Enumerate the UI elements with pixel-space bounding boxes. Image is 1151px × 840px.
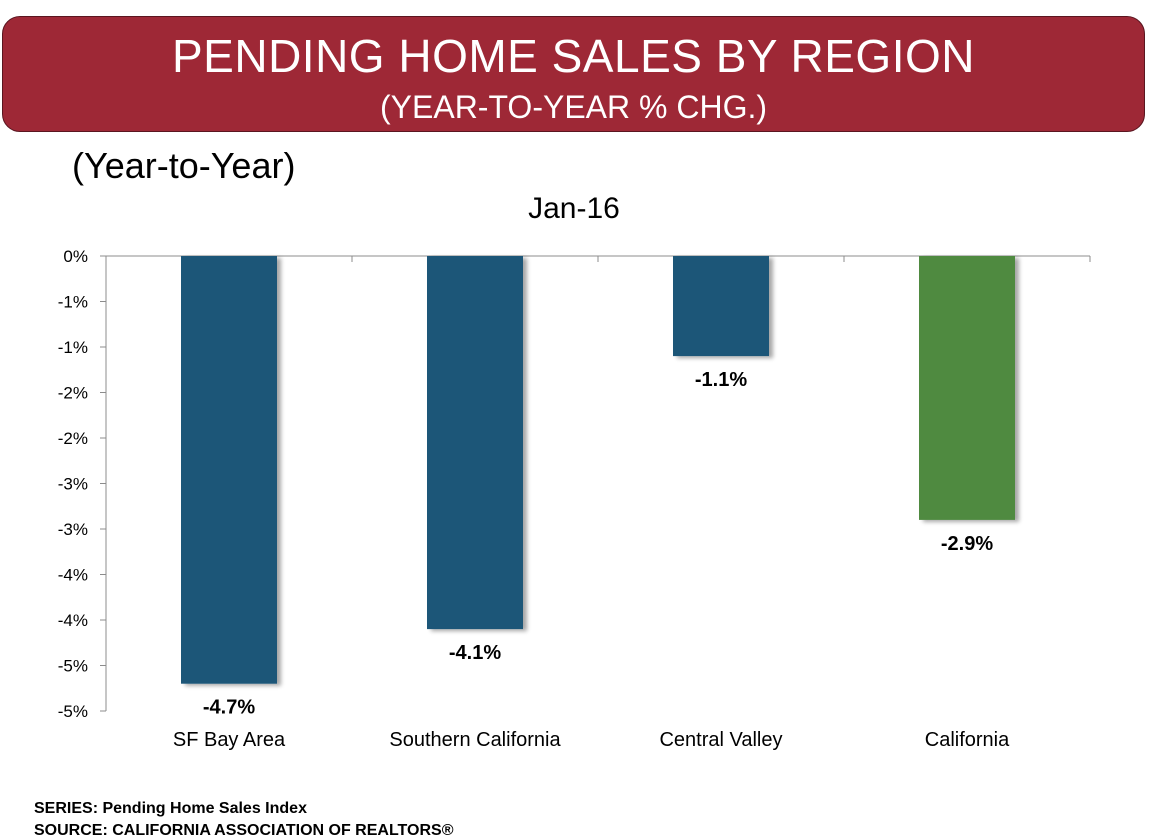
bar [919,256,1015,520]
x-tick-label: SF Bay Area [173,729,286,751]
y-tick-label: -3% [58,475,88,494]
y-tick-label: -4% [58,611,88,630]
bar [427,256,523,630]
data-label: -4.1% [449,642,501,664]
y-tick-label: -5% [58,657,88,676]
title-banner: PENDING HOME SALES BY REGION (YEAR-TO-YE… [2,16,1145,132]
x-tick-label: Southern California [389,729,561,751]
y-tick-label: -1% [58,293,88,312]
y-tick-label: -4% [58,566,88,585]
y-tick-label: 0% [63,247,88,266]
page-subtitle: (YEAR-TO-YEAR % CHG.) [380,89,767,125]
bar [673,256,769,357]
chart-title: Jan-16 [528,192,620,225]
y-tick-label: -2% [58,384,88,403]
data-label: -4.7% [203,697,255,719]
series-note: SERIES: Pending Home Sales Index [34,800,307,817]
data-label: -1.1% [695,369,747,391]
source-note: SOURCE: CALIFORNIA ASSOCIATION OF REALTO… [34,822,454,839]
x-tick-label: California [925,729,1010,751]
data-label: -2.9% [941,533,993,555]
x-tick-label: Central Valley [659,729,782,751]
page-title: PENDING HOME SALES BY REGION [171,30,975,82]
period-label: (Year-to-Year) [72,145,296,186]
y-tick-label: -1% [58,338,88,357]
y-tick-label: -3% [58,520,88,539]
bar [181,256,277,684]
y-tick-label: -2% [58,429,88,448]
y-tick-label: -5% [58,702,88,721]
